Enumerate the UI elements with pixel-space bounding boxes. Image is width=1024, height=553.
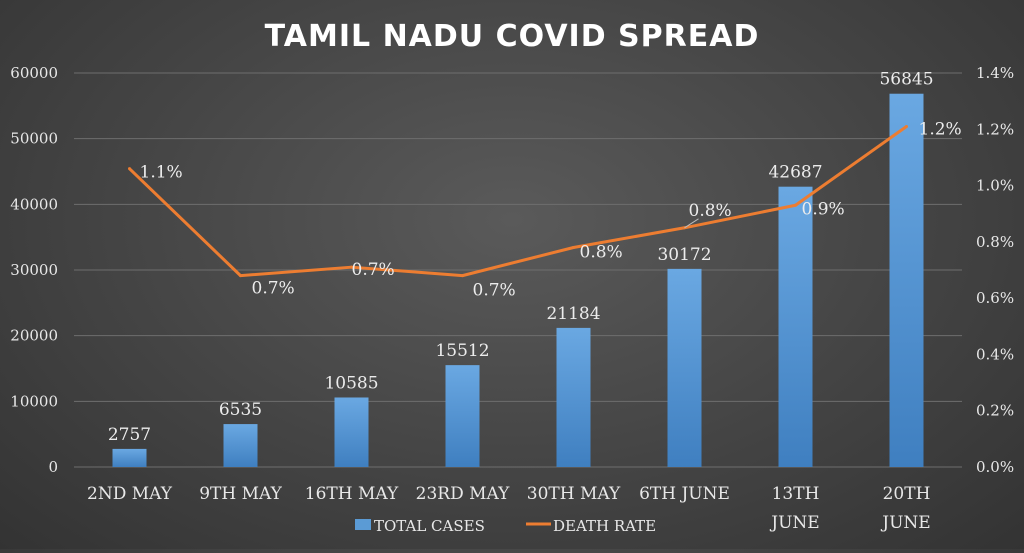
line-data-label: 1.2% — [919, 119, 962, 139]
bar-data-label: 2757 — [108, 425, 151, 445]
line-point — [905, 124, 908, 128]
x-axis: 2ND MAY 9TH MAY 16TH MAY 23RD MAY 30TH MAY 6T… — [87, 484, 931, 533]
bar-data-label: 10585 — [324, 373, 378, 393]
death-rate-line — [128, 125, 908, 278]
gridlines — [74, 72, 962, 468]
legend-swatch-total-cases — [355, 519, 371, 530]
bar-data-label: 42687 — [768, 163, 822, 183]
bar — [667, 268, 702, 467]
legend-label-total-cases: TOTAL CASES — [374, 517, 485, 535]
chart-title: TAMIL NADU COVID SPREAD — [265, 19, 760, 54]
line-point — [239, 274, 242, 278]
category-label: 16TH MAY — [305, 484, 399, 504]
line-data-label: 0.9% — [802, 199, 845, 219]
right-tick-label: 0.0% — [976, 458, 1014, 476]
bar-series: 2757 6535 10585 15512 21184 30172 42687 56845 — [108, 70, 934, 467]
bar — [334, 397, 369, 467]
left-tick-label: 40000 — [10, 195, 58, 213]
right-tick-label: 1.0% — [976, 177, 1014, 195]
left-axis: 0 10000 20000 30000 40000 50000 60000 — [10, 64, 58, 476]
bar — [889, 93, 924, 467]
category-label: 20TH JUNE — [880, 484, 930, 533]
bar-data-label: 21184 — [546, 304, 600, 324]
line-data-label: 0.8% — [580, 242, 623, 262]
line-point — [350, 265, 353, 269]
category-label: 2ND MAY — [87, 484, 173, 504]
left-tick-label: 10000 — [10, 392, 58, 410]
line-data-label: 1.1% — [140, 163, 183, 183]
line-data-label: 0.7% — [473, 281, 516, 301]
left-tick-label: 0 — [48, 458, 58, 476]
line-point — [794, 203, 797, 207]
bar-data-label: 56845 — [879, 70, 933, 90]
right-tick-label: 0.4% — [976, 345, 1014, 363]
legend: TOTAL CASES DEATH RATE — [355, 517, 656, 535]
line-point — [461, 274, 464, 278]
right-tick-label: 0.6% — [976, 289, 1014, 307]
right-axis: 0.0% 0.2% 0.4% 0.6% 0.8% 1.0% 1.2% 1.4% — [976, 64, 1014, 476]
line-point — [572, 245, 575, 249]
bar-data-label: 6535 — [219, 400, 262, 420]
left-tick-label: 20000 — [10, 327, 58, 345]
category-label: 30TH MAY — [527, 484, 621, 504]
left-tick-label: 30000 — [10, 261, 58, 279]
right-tick-label: 1.4% — [976, 64, 1014, 82]
bar — [223, 424, 258, 467]
right-tick-label: 0.2% — [976, 402, 1014, 420]
left-tick-label: 50000 — [10, 130, 58, 148]
line-series: 1.1% 0.7% 0.7% 0.7% 0.8% 0.8% 0.9% 1.2% — [128, 119, 962, 301]
bar-data-label: 15512 — [435, 341, 489, 361]
category-label: 6TH JUNE — [639, 484, 730, 504]
right-tick-label: 1.2% — [976, 120, 1014, 138]
category-label: 13TH JUNE — [769, 484, 819, 533]
label-leader-line — [684, 218, 699, 229]
category-label: 23RD MAY — [416, 484, 510, 504]
bar-data-label: 30172 — [657, 245, 711, 265]
legend-label-death-rate: DEATH RATE — [553, 517, 656, 535]
line-point — [128, 167, 131, 171]
right-tick-label: 0.8% — [976, 233, 1014, 251]
bar — [112, 448, 147, 467]
line-data-label: 0.7% — [252, 279, 295, 299]
category-label: 9TH MAY — [199, 484, 282, 504]
bar — [778, 186, 813, 467]
bar — [556, 327, 591, 467]
line-data-label: 0.8% — [689, 201, 732, 221]
bar — [445, 365, 480, 467]
line-data-label: 0.7% — [352, 260, 395, 280]
left-tick-label: 60000 — [10, 64, 58, 82]
